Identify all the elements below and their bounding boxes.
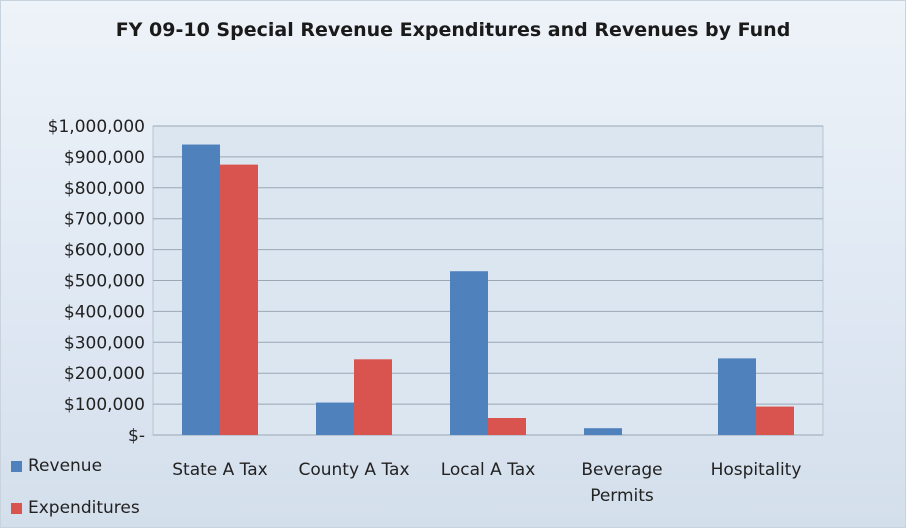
x-axis: State A Tax County A Tax Local A Tax Bevera…	[172, 460, 801, 506]
bar-expenditures	[488, 418, 526, 435]
bar-revenue	[316, 402, 354, 435]
bar-revenue	[718, 358, 756, 435]
bar-revenue	[584, 428, 622, 435]
bar-revenue	[450, 271, 488, 435]
x-tick-label: Permits	[590, 486, 654, 506]
bar-expenditures	[220, 164, 258, 435]
bar-expenditures	[354, 359, 392, 435]
y-tick-label: $100,000	[64, 395, 145, 415]
legend-label: Revenue	[28, 456, 102, 476]
x-tick-label: Beverage	[581, 460, 662, 480]
y-tick-label: $800,000	[64, 179, 145, 199]
y-tick-label: $900,000	[64, 148, 145, 168]
y-tick-label: $600,000	[64, 241, 145, 261]
legend-swatch	[11, 461, 22, 472]
x-tick-label: Local A Tax	[441, 460, 536, 480]
y-axis: $1,000,000 $900,000 $800,000 $700,000 $600,0…	[48, 117, 145, 446]
legend-swatch	[11, 503, 22, 514]
y-tick-label: $-	[128, 426, 145, 446]
x-tick-label: Hospitality	[711, 460, 802, 480]
bar-expenditures	[756, 406, 794, 435]
bar-revenue	[182, 144, 220, 436]
x-tick-label: County A Tax	[298, 460, 409, 480]
legend-label: Expenditures	[28, 498, 140, 518]
y-tick-label: $1,000,000	[48, 117, 145, 137]
x-tick-label: State A Tax	[172, 460, 267, 480]
chart-title: FY 09-10 Special Revenue Expenditures an…	[115, 19, 791, 41]
y-tick-label: $300,000	[64, 333, 145, 353]
y-tick-label: $500,000	[64, 272, 145, 292]
y-tick-label: $200,000	[64, 364, 145, 384]
y-tick-label: $700,000	[64, 210, 145, 230]
legend: Revenue Expenditures	[11, 456, 140, 518]
y-tick-label: $400,000	[64, 302, 145, 322]
bars	[182, 144, 794, 436]
